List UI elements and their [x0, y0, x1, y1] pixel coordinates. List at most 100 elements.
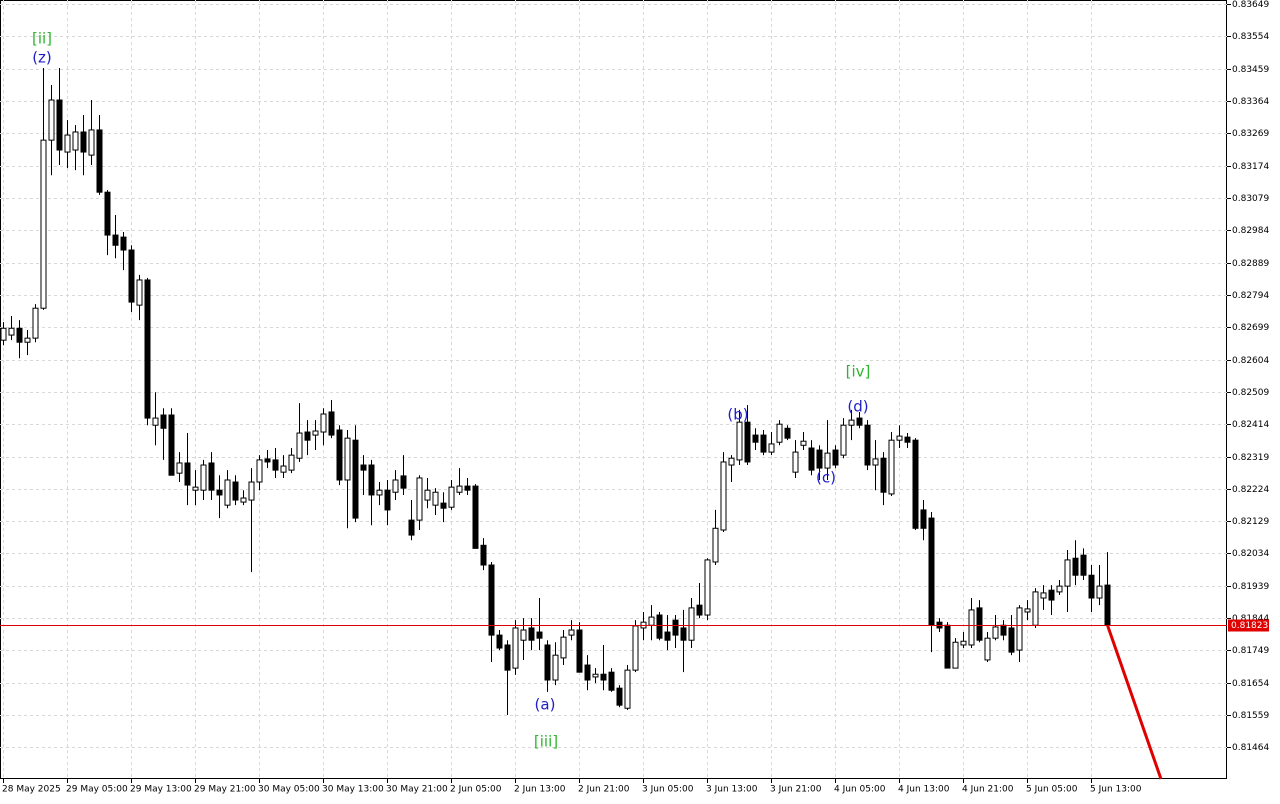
- candle-body: [920, 509, 927, 529]
- candle-body: [688, 607, 695, 641]
- candle-body: [192, 486, 199, 491]
- candle-body: [552, 654, 559, 681]
- candle-body: [264, 458, 271, 463]
- y-tick-label: 0.82794: [1232, 291, 1269, 301]
- y-tick-label: 0.83174: [1232, 162, 1269, 172]
- candle-body: [40, 139, 47, 309]
- candle-body: [464, 485, 471, 491]
- candle-body: [160, 414, 167, 429]
- candle-body: [1040, 592, 1047, 599]
- candle-body: [616, 687, 623, 706]
- candle-body: [80, 131, 87, 153]
- candle-body: [256, 459, 263, 483]
- candle-body: [56, 99, 63, 151]
- y-tick-label: 0.82889: [1232, 259, 1269, 269]
- candle-body: [608, 671, 615, 691]
- candle-body: [208, 462, 215, 491]
- wave-label: [ii]: [32, 30, 52, 48]
- y-tick-label: 0.83269: [1232, 129, 1269, 139]
- candle-body: [120, 236, 127, 251]
- candle-body: [696, 604, 703, 616]
- y-tick-label: 0.82129: [1232, 517, 1269, 527]
- plot-frame: [0, 0, 1227, 779]
- y-tick-label: 0.82414: [1232, 420, 1269, 430]
- candle-body: [976, 607, 983, 641]
- candle-body: [384, 489, 391, 511]
- candle-body: [808, 447, 815, 471]
- x-tick-label: 28 May 2025: [2, 785, 61, 795]
- candle-body: [376, 489, 383, 496]
- y-tick-label: 0.82224: [1232, 485, 1269, 495]
- candle-body: [1056, 585, 1063, 593]
- candles: [0, 68, 1111, 716]
- candle-body: [952, 641, 959, 669]
- candle-body: [736, 421, 743, 461]
- y-tick-label: 0.83554: [1232, 32, 1269, 42]
- x-tick-label: 2 Jun 21:00: [578, 785, 630, 795]
- x-tick-label: 2 Jun 13:00: [514, 785, 566, 795]
- y-tick-label: 0.82034: [1232, 549, 1269, 559]
- candle-body: [784, 427, 791, 439]
- wave-label: [iv]: [846, 363, 871, 381]
- candle-body: [104, 191, 111, 236]
- current-price-label: 0.81823: [1231, 621, 1268, 631]
- x-tick-label: 4 Jun 21:00: [962, 785, 1014, 795]
- x-tick-label: 29 May 13:00: [130, 785, 192, 795]
- candle-body: [1104, 584, 1111, 626]
- candle-body: [496, 634, 503, 649]
- y-tick-label: 0.81559: [1232, 711, 1269, 721]
- candle-body: [648, 616, 655, 626]
- candle-body: [1016, 607, 1023, 651]
- candle-body: [560, 636, 567, 659]
- candle-body: [1024, 608, 1031, 613]
- candle-body: [0, 327, 7, 341]
- candle-body: [408, 519, 415, 536]
- x-tick-label: 2 Jun 05:00: [450, 785, 502, 795]
- candle-body: [672, 619, 679, 636]
- candle-body: [368, 464, 375, 496]
- candle-body: [704, 559, 711, 616]
- wave-label: (c): [816, 469, 836, 487]
- y-tick-label: 0.83649: [1232, 0, 1269, 10]
- candle-body: [400, 475, 407, 489]
- candle-body: [656, 614, 663, 639]
- candle-body: [440, 502, 447, 509]
- candle-body: [232, 481, 239, 501]
- candle-body: [144, 279, 151, 419]
- candle-body: [792, 451, 799, 473]
- y-tick-label: 0.81654: [1232, 679, 1269, 689]
- wave-label: (z): [32, 49, 52, 67]
- candle-body: [912, 439, 919, 529]
- candle-body: [168, 414, 175, 476]
- candle-body: [1032, 591, 1039, 626]
- candle-body: [1008, 627, 1015, 653]
- x-tick-label: 30 May 13:00: [322, 785, 384, 795]
- y-tick-label: 0.81464: [1232, 743, 1269, 753]
- y-tick-label: 0.82604: [1232, 356, 1269, 366]
- candle-body: [584, 664, 591, 681]
- candle-body: [224, 479, 231, 506]
- candle-body: [968, 609, 975, 646]
- y-tick-label: 0.81749: [1232, 646, 1269, 656]
- candle-body: [64, 134, 71, 153]
- candle-body: [136, 279, 143, 306]
- candle-body: [328, 411, 335, 436]
- candle-body: [504, 644, 511, 671]
- candle-body: [176, 462, 183, 474]
- candle-body: [472, 485, 479, 549]
- candle-body: [16, 327, 23, 343]
- candle-body: [816, 449, 823, 469]
- y-tick-label: 0.81939: [1232, 582, 1269, 592]
- candle-body: [280, 465, 287, 473]
- y-tick-label: 0.83079: [1232, 194, 1269, 204]
- candle-body: [928, 517, 935, 626]
- x-tick-label: 30 May 21:00: [386, 785, 448, 795]
- candle-body: [272, 459, 279, 471]
- candle-body: [296, 432, 303, 459]
- candle-body: [424, 489, 431, 501]
- candle-body: [488, 564, 495, 636]
- candle-body: [32, 307, 39, 339]
- candle-body: [96, 129, 103, 193]
- x-tick-label: 4 Jun 05:00: [834, 785, 886, 795]
